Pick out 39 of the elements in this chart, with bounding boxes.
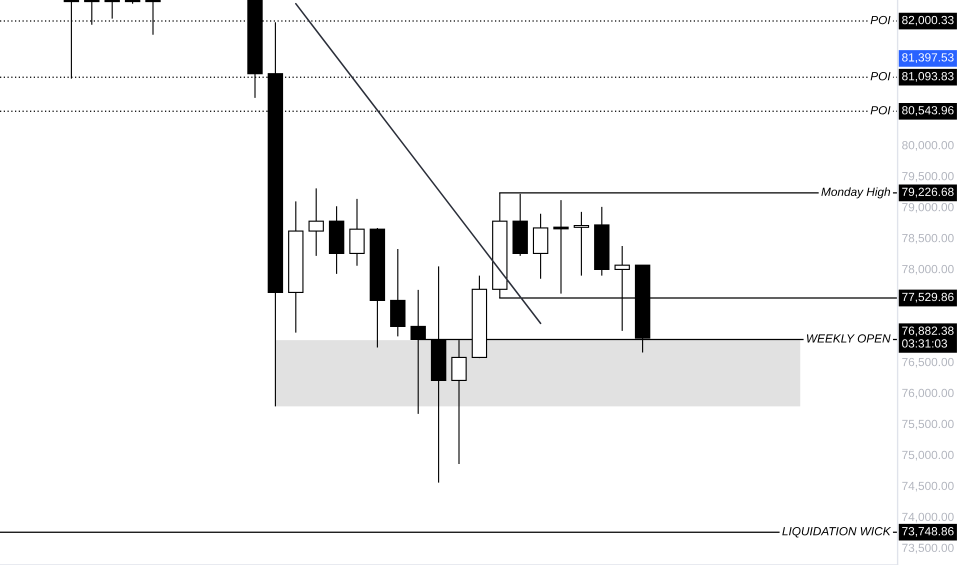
candlestick <box>288 200 304 334</box>
y-tick-label: 73,500.00 <box>902 544 954 554</box>
y-tick-label: 74,000.00 <box>902 512 954 522</box>
text: 03:31:03 <box>902 339 948 348</box>
candlestick <box>328 206 344 274</box>
text: 81,397.53 <box>902 53 954 63</box>
text: 73,748.86 <box>902 527 954 537</box>
candlestick <box>349 198 365 266</box>
ref-line-label: POI <box>870 72 890 80</box>
ref-line-label: LIQUIDATION WICK <box>782 527 892 538</box>
y-tick-label: 75,000.00 <box>902 450 954 461</box>
line-series <box>295 2 542 324</box>
ref-line-label: POI <box>870 16 890 24</box>
candlestick <box>370 227 386 348</box>
text: 79,226.68 <box>902 188 954 198</box>
y-tick-label: 74,500.00 <box>902 482 954 492</box>
candlestick <box>594 206 610 276</box>
candlestick <box>390 248 406 337</box>
ref-line-label: WEEKLY OPEN <box>806 334 891 343</box>
ref-line-label: Monday High <box>821 187 890 198</box>
candlestick <box>574 211 590 276</box>
candlestick <box>104 0 120 20</box>
ref-line-label: POI <box>870 106 890 114</box>
candlestick <box>553 200 569 294</box>
y-tick-label: 78,500.00 <box>902 234 954 244</box>
candlestick <box>532 213 548 280</box>
y-tick-label: 76,000.00 <box>902 388 954 399</box>
text: 76,882.38 <box>902 326 954 336</box>
text: 77,529.86 <box>902 292 954 303</box>
candlestick <box>308 188 324 256</box>
y-tick-label: 79,500.00 <box>902 172 954 182</box>
text: 80,543.96 <box>902 106 954 116</box>
y-tick-label: 80,000.00 <box>902 141 954 151</box>
text: 82,000.33 <box>902 16 954 26</box>
y-tick-label: 79,000.00 <box>902 202 954 213</box>
y-tick-label: 76,500.00 <box>902 358 954 368</box>
text: 81,093.83 <box>902 72 954 82</box>
y-tick-label: 78,000.00 <box>902 264 954 275</box>
y-tick-label: 75,500.00 <box>902 420 954 430</box>
